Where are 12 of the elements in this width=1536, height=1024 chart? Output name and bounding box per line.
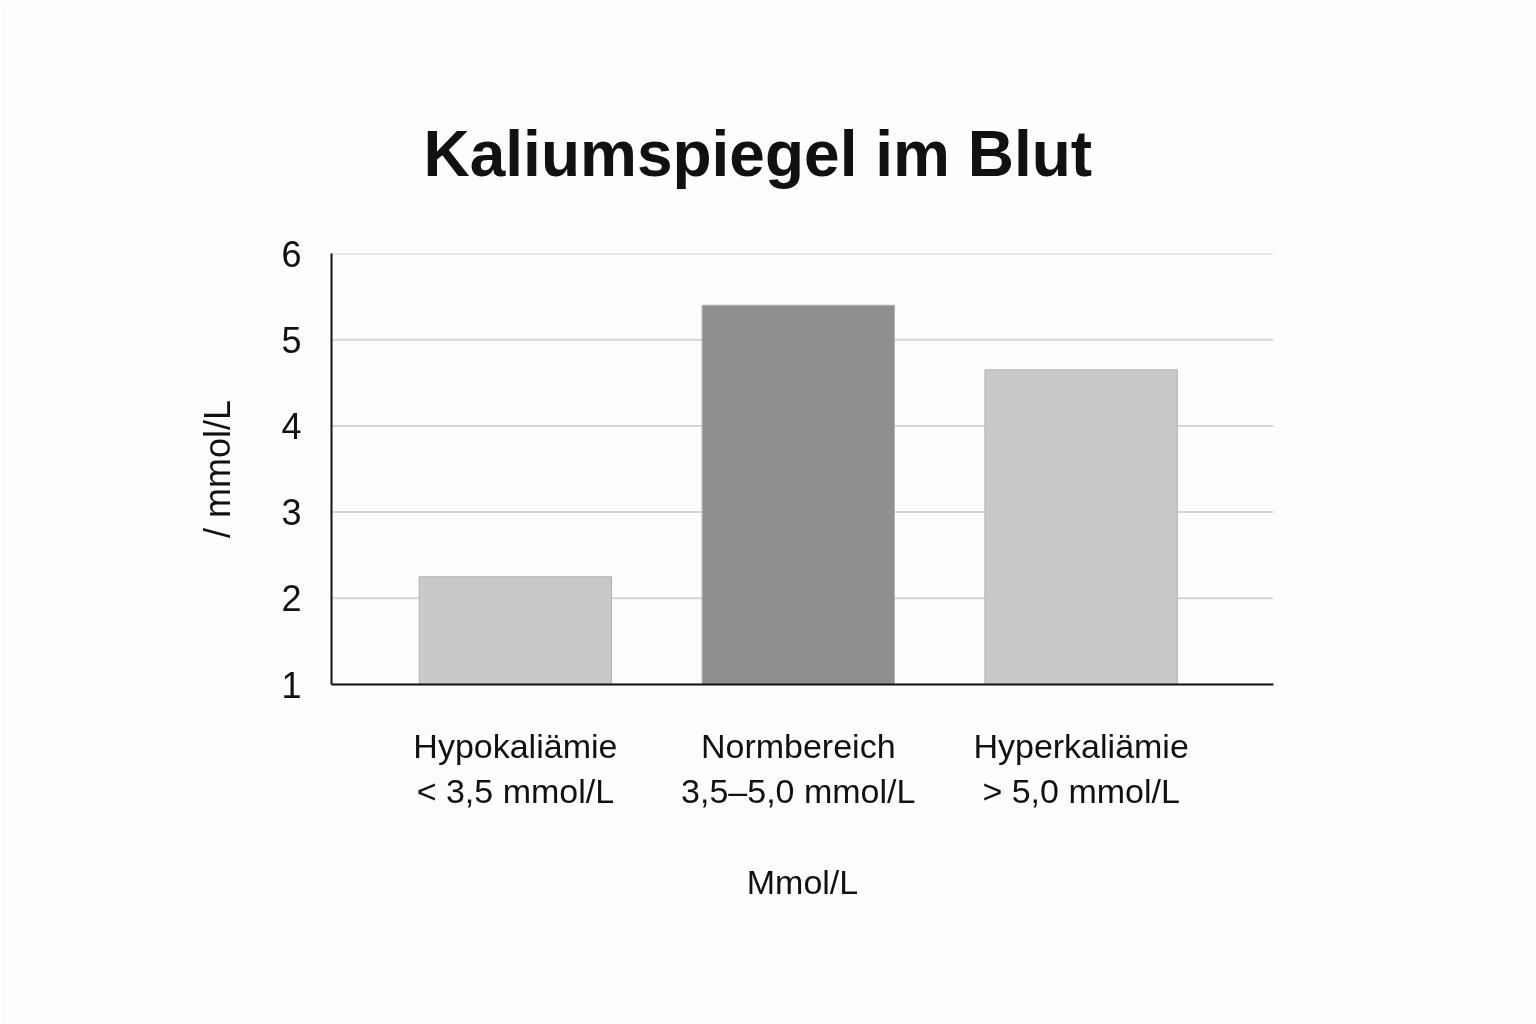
x-tick-label: Normbereich 3,5–5,0 mmol/L (681, 726, 916, 811)
y-tick-label: 1 (281, 664, 302, 706)
y-tick-label: 6 (281, 233, 302, 275)
y-tick-label: 4 (281, 405, 302, 447)
y-axis-title: / mmol/L (197, 399, 239, 539)
chart-title: Kaliumspiegel im Blut (423, 117, 1093, 190)
x-tick-label: Hyperkaliämie > 5,0 mmol/L (973, 726, 1189, 811)
x-tick-label: Hypokaliämie < 3,5 mmol/L (413, 726, 618, 811)
x-axis-title: Mmol/L (746, 863, 859, 902)
y-tick-label: 2 (281, 578, 302, 620)
y-tick-label: 3 (281, 492, 302, 534)
y-tick-label: 5 (281, 319, 302, 361)
